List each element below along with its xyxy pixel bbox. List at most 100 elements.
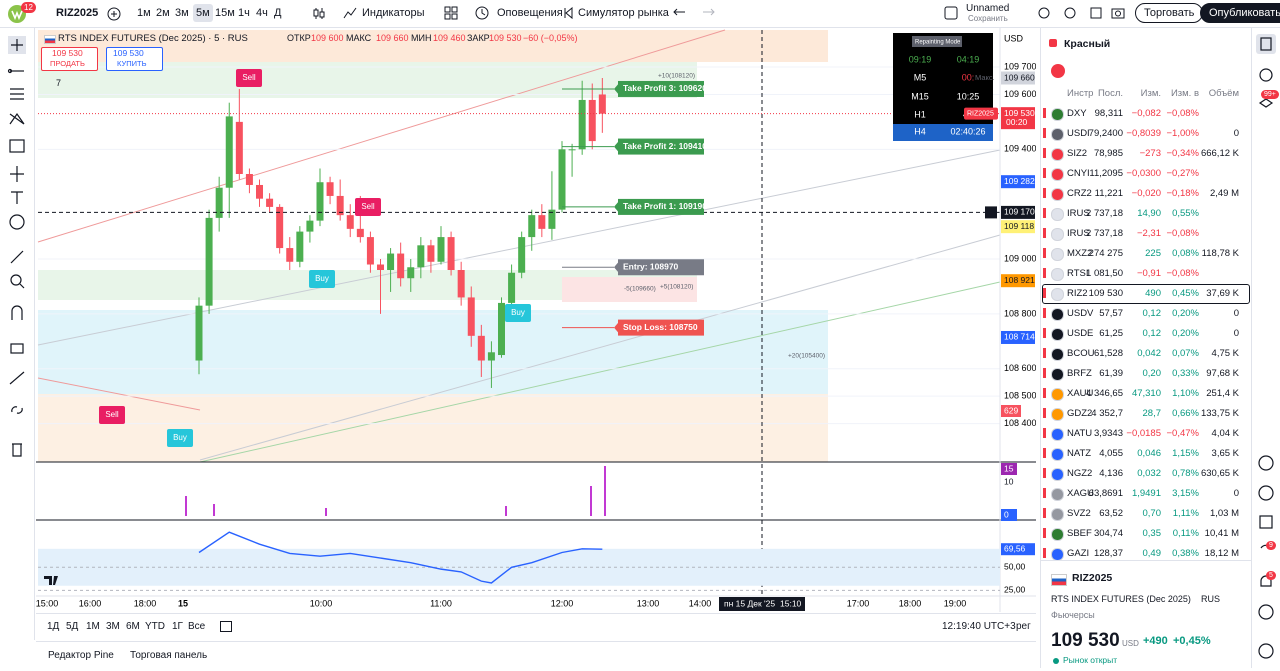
signal-badge[interactable] xyxy=(505,304,531,322)
interval[interactable]: 3м xyxy=(175,7,189,19)
indicators-icon[interactable] xyxy=(343,6,357,20)
price-marker-countdown: 00:20 xyxy=(1006,117,1028,127)
crosshair-time-box xyxy=(719,597,805,611)
cell: −1,00% xyxy=(1166,128,1200,139)
interval[interactable]: 1м xyxy=(137,7,151,19)
indicator-count[interactable]: 7 xyxy=(56,78,62,88)
cell: 4 346,65 xyxy=(1086,388,1123,399)
details-change: +490 xyxy=(1143,635,1168,647)
candle-body xyxy=(266,198,274,207)
candle-body xyxy=(215,187,223,218)
undo-button[interactable] xyxy=(673,7,687,19)
range-button[interactable]: 3М xyxy=(106,621,120,632)
interval[interactable]: 1ч xyxy=(238,7,250,19)
toolbar-icons[interactable] xyxy=(1036,5,1126,21)
list-icon xyxy=(1049,39,1057,47)
range-button[interactable]: 5Д xyxy=(66,621,79,632)
redo-button[interactable] xyxy=(701,7,715,19)
symbol-icon xyxy=(1051,128,1064,141)
candle-body xyxy=(336,195,344,216)
flag-marker xyxy=(1043,368,1046,378)
timer-cell: 09:19 xyxy=(909,54,932,64)
candle-body xyxy=(326,182,334,196)
templates-button[interactable] xyxy=(444,6,458,20)
signal-badge[interactable] xyxy=(236,69,262,87)
trade-button[interactable]: Торговать xyxy=(1135,3,1204,23)
range-button[interactable]: 1Г xyxy=(172,621,183,632)
watchlist-name[interactable]: Красный xyxy=(1064,38,1111,50)
symbol-icon xyxy=(1051,108,1064,121)
x-tick-label: 13:00 xyxy=(637,598,660,608)
signal-badge[interactable] xyxy=(167,429,193,447)
signal-badge[interactable] xyxy=(355,198,381,216)
interval[interactable]: 15м xyxy=(215,7,235,19)
sidebar-icons[interactable] xyxy=(1252,28,1280,668)
legend-flag xyxy=(44,35,56,44)
timer-cell: M5 xyxy=(914,72,927,82)
range-button[interactable]: Все xyxy=(188,621,206,632)
interval[interactable]: 2м xyxy=(156,7,170,19)
legend-title: RTS INDEX FUTURES (Dec 2025) · 5 · RUS xyxy=(58,33,248,44)
cell: 0,66% xyxy=(1172,408,1199,419)
layout-checkbox[interactable] xyxy=(944,6,958,20)
drawing-tools[interactable] xyxy=(0,28,34,468)
signal-badge[interactable] xyxy=(309,270,335,288)
range-button[interactable]: 1Д xyxy=(47,621,60,632)
range-button[interactable]: 1М xyxy=(86,621,100,632)
candle-body xyxy=(397,253,405,279)
ohlc-key: ЗАКР xyxy=(467,33,490,43)
chart-style-button[interactable] xyxy=(312,6,326,21)
replay-button[interactable]: Симулятор рынка xyxy=(578,7,669,19)
buy-box[interactable] xyxy=(106,47,163,71)
cell: 0 xyxy=(1233,328,1239,339)
cell: 225 xyxy=(1145,248,1161,259)
rsi-tick-label: 50,00 xyxy=(1004,562,1026,572)
position-zone xyxy=(562,277,697,302)
interval[interactable]: 4ч xyxy=(256,7,268,19)
sell-label[interactable]: ПРОДАТЬ xyxy=(50,59,85,68)
y-tick-label: 108 500 xyxy=(1004,391,1036,401)
cell: 1,11% xyxy=(1172,508,1199,519)
bottom-tab[interactable]: Редактор Pine xyxy=(48,650,114,661)
session[interactable]: рег xyxy=(1016,621,1031,632)
cell: 11,2095 xyxy=(1089,168,1123,179)
candle-body xyxy=(346,215,354,229)
calendar-icon[interactable] xyxy=(220,621,232,632)
flag-marker xyxy=(1043,348,1046,358)
cell: 3,9343 xyxy=(1093,428,1123,439)
compare-button[interactable] xyxy=(107,7,121,21)
alerts-button[interactable]: Оповещения xyxy=(497,7,563,19)
cell: 2,49 M xyxy=(1209,188,1239,199)
indicators-button[interactable]: Индикаторы xyxy=(362,7,425,19)
candle-body xyxy=(407,267,415,279)
buy-price[interactable]: 109 530 xyxy=(113,48,144,58)
symbol: USDI xyxy=(1067,128,1090,139)
sell-box[interactable] xyxy=(41,47,98,71)
cell: 490 xyxy=(1145,288,1161,299)
symbol-icon xyxy=(1051,148,1064,161)
symbol: NGZ2 xyxy=(1067,468,1093,479)
signal-label: Sell xyxy=(105,410,119,419)
layout-name[interactable]: Unnamed xyxy=(966,3,1010,14)
buy-label[interactable]: КУПИТЬ xyxy=(117,59,147,68)
details-symbol[interactable]: RIZ2025 xyxy=(1072,572,1113,584)
interval-active[interactable]: 5м xyxy=(193,4,213,22)
details-exchange: RUS xyxy=(1201,594,1221,604)
range-button[interactable]: 6М xyxy=(126,621,140,632)
rsi-last-label: 69,56 xyxy=(1004,543,1026,553)
interval[interactable]: Д xyxy=(274,7,282,19)
sell-price[interactable]: 109 530 xyxy=(52,48,83,58)
replay-icon[interactable] xyxy=(562,6,574,20)
publish-button[interactable]: Опубликовать xyxy=(1200,3,1280,23)
signal-badge[interactable] xyxy=(99,406,125,424)
x-tick-label: 15:00 xyxy=(36,598,58,608)
bottom-tab[interactable]: Торговая панель xyxy=(130,650,208,661)
alerts-icon[interactable] xyxy=(474,5,490,21)
cell: 0,042 xyxy=(1137,348,1161,359)
range-button[interactable]: YTD xyxy=(145,621,165,632)
clock: 12:19:40 UTC+3 xyxy=(942,621,1016,632)
cell: 109 530 xyxy=(1088,288,1123,299)
cell: 0,032 xyxy=(1137,468,1161,479)
symbol-search[interactable]: RIZ2025 xyxy=(56,7,99,19)
chart-area[interactable]: USD 109 700 109 600 109 400 109 000 108 800 10… xyxy=(36,28,1036,613)
